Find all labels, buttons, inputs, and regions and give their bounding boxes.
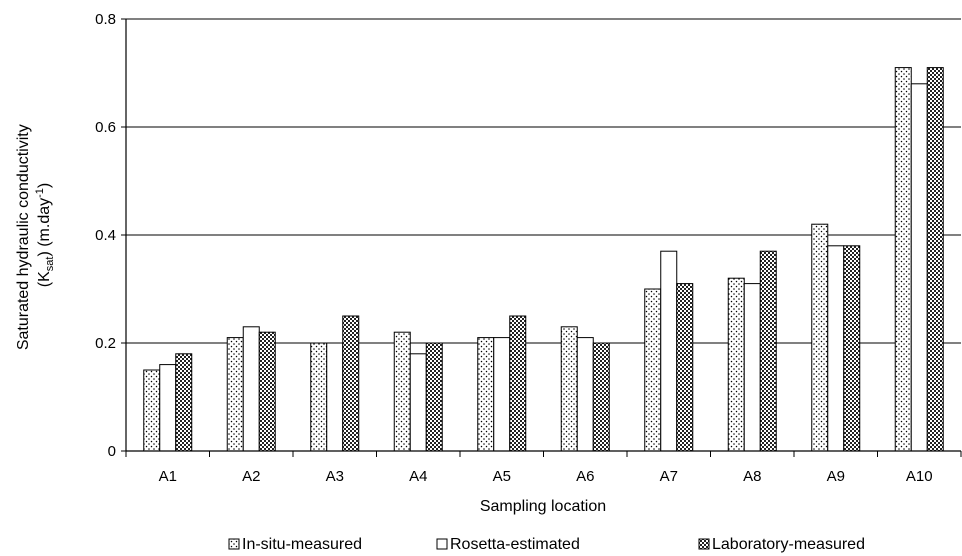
- bars: [143, 67, 944, 452]
- x-axis-title: Sampling location: [480, 498, 606, 515]
- bar-a4-series-2: [425, 342, 443, 452]
- legend-label-laboratory: Laboratory-measured: [712, 536, 865, 553]
- bar-a4-series-1: [409, 353, 427, 452]
- bar-a3-series-0: [310, 342, 328, 452]
- x-tick-label-a8: A8: [743, 468, 761, 485]
- y-axis-title-line2-suffix: ): [36, 183, 53, 188]
- x-tick-label-a6: A6: [576, 468, 594, 485]
- y-axis-title-subscript: sat: [44, 257, 56, 272]
- bar-a1-series-2: [175, 353, 193, 452]
- y-axis-title-line2-mid: ) (m.day: [36, 198, 53, 257]
- axes: [121, 18, 962, 457]
- bar-a10-series-0: [894, 67, 912, 452]
- y-tick-label: 0.6: [95, 119, 116, 136]
- bar-a8-series-1: [743, 283, 761, 452]
- bar-a6-series-2: [592, 342, 610, 452]
- y-axis-title-superscript: -1: [34, 188, 46, 198]
- x-tick-label-a2: A2: [242, 468, 260, 485]
- bar-a8-series-2: [759, 250, 777, 452]
- bar-a9-series-0: [811, 223, 829, 452]
- legend-swatch-laboratory: [698, 538, 710, 550]
- bar-a9-series-1: [827, 245, 845, 452]
- legend: In-situ-measured Rosetta-estimated Labor…: [228, 536, 865, 553]
- bar-a1-series-1: [159, 364, 177, 452]
- y-axis-title: Saturated hydraulic conductivity (Ksat) …: [15, 120, 56, 350]
- bar-a3-series-2: [342, 315, 360, 452]
- x-tick-label-a7: A7: [660, 468, 678, 485]
- bar-a5-series-0: [477, 337, 495, 452]
- bar-a2-series-0: [226, 337, 244, 452]
- bar-a5-series-2: [509, 315, 527, 452]
- bar-a10-series-1: [910, 83, 928, 452]
- bar-a1-series-0: [143, 369, 161, 452]
- bar-a7-series-0: [644, 288, 662, 452]
- tick-labels: 0 0.2 0.4 0.6 0.8 A1 A2 A3 A4 A5 A6 A7 A8 A9 A10: [95, 11, 932, 485]
- y-tick-label: 0.2: [95, 335, 116, 352]
- bar-a5-series-1: [493, 337, 511, 452]
- legend-label-rosetta: Rosetta-estimated: [450, 536, 580, 553]
- y-axis-title-line1: Saturated hydraulic conductivity: [15, 124, 32, 350]
- bar-a7-series-1: [660, 250, 678, 452]
- x-tick-label-a1: A1: [159, 468, 177, 485]
- bar-a6-series-0: [560, 326, 578, 452]
- legend-swatch-in-situ: [228, 538, 240, 550]
- bar-a10-series-2: [926, 67, 944, 452]
- bar-a8-series-0: [727, 277, 745, 452]
- y-tick-label: 0: [108, 443, 116, 460]
- bar-a3-series-1: [326, 342, 344, 452]
- x-tick-label-a3: A3: [326, 468, 344, 485]
- bar-a4-series-0: [393, 331, 411, 452]
- bar-a2-series-1: [242, 326, 260, 452]
- x-tick-label-a9: A9: [827, 468, 845, 485]
- legend-swatch-rosetta: [436, 538, 448, 550]
- legend-label-in-situ: In-situ-measured: [242, 536, 362, 553]
- y-tick-label: 0.8: [95, 11, 116, 28]
- bar-a7-series-2: [676, 283, 694, 452]
- x-tick-label-a10: A10: [906, 468, 933, 485]
- bar-a6-series-1: [576, 337, 594, 452]
- bar-a9-series-2: [843, 245, 861, 452]
- bar-a2-series-2: [258, 331, 276, 452]
- x-tick-label-a5: A5: [493, 468, 511, 485]
- x-tick-label-a4: A4: [409, 468, 427, 485]
- y-axis-title-line2-prefix: (K: [36, 271, 53, 287]
- y-tick-label: 0.4: [95, 227, 116, 244]
